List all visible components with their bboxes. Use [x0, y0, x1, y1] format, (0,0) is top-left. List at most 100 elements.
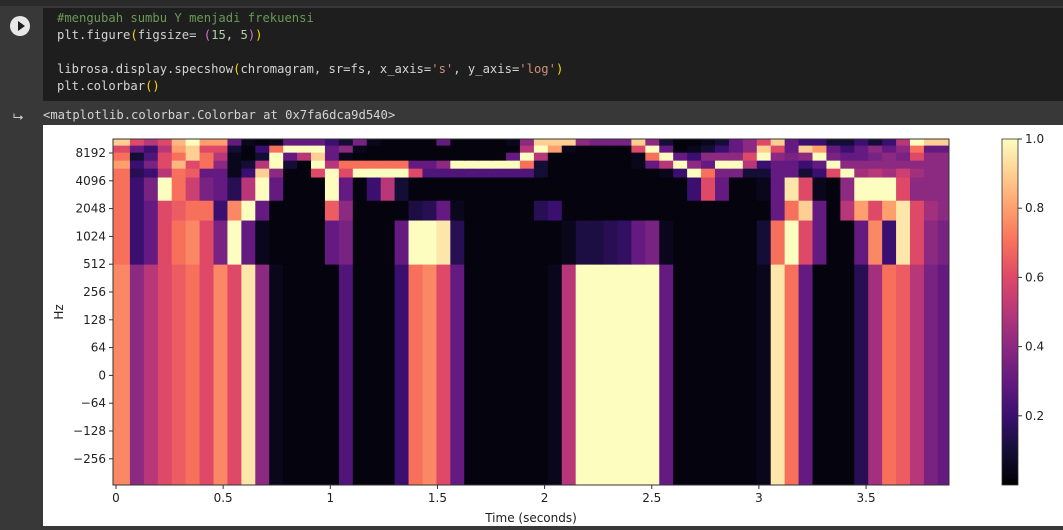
heatmap-cell — [311, 160, 326, 169]
heatmap-cell — [113, 139, 131, 146]
heatmap-cell — [213, 160, 229, 169]
heatmap-cell — [283, 176, 298, 201]
heatmap-cell — [840, 145, 855, 153]
heatmap-cell — [659, 200, 674, 221]
heatmap-cell — [269, 152, 284, 161]
heatmap-cell — [157, 139, 173, 146]
heatmap-cell — [241, 219, 256, 265]
heatmap-cell — [756, 264, 772, 485]
heatmap-cell — [464, 219, 479, 265]
heatmap-cell — [937, 152, 949, 161]
heatmap-cell — [311, 152, 326, 161]
heatmap-cell — [784, 264, 800, 485]
heatmap-cell — [366, 176, 382, 201]
heatmap-cell — [478, 152, 493, 161]
heatmap-cell — [854, 176, 869, 201]
code-cell[interactable]: #mengubah sumbu Y menjadi frekuensi plt.f… — [0, 6, 1063, 102]
heatmap-cell — [297, 264, 312, 485]
heatmap-cell — [506, 139, 521, 146]
plot-frame — [112, 138, 950, 486]
heatmap-cell — [826, 200, 841, 221]
heatmap-cell — [756, 200, 772, 221]
heatmap-cell — [199, 145, 215, 153]
code-token: 5 — [240, 28, 248, 42]
heatmap-cell — [338, 145, 354, 153]
heatmap-cell — [798, 219, 814, 265]
heatmap-cell — [422, 152, 437, 161]
heatmap-cell — [227, 264, 242, 485]
heatmap-cell — [394, 145, 410, 153]
code-editor[interactable]: #mengubah sumbu Y menjadi frekuensi plt.f… — [43, 8, 1063, 101]
heatmap-cell — [478, 219, 493, 265]
heatmap-cell — [631, 200, 646, 221]
heatmap-cell — [157, 176, 173, 201]
heatmap-cell — [728, 219, 744, 265]
heatmap-cell — [213, 139, 229, 146]
heatmap-cell — [728, 139, 744, 146]
heatmap-cell — [673, 160, 688, 169]
heatmap-cell — [311, 168, 326, 178]
heatmap-cell — [561, 168, 577, 178]
heatmap-cell — [492, 176, 507, 201]
heatmap-cell — [185, 264, 201, 485]
heatmap-cell — [283, 152, 298, 161]
heatmap-cell — [617, 219, 633, 265]
heatmap-cell — [283, 200, 298, 221]
heatmap-cell — [450, 264, 465, 485]
heatmap-cell — [506, 219, 521, 265]
heatmap-cell — [185, 219, 201, 265]
heatmap-cell — [408, 168, 424, 178]
heatmap-cell — [143, 152, 159, 161]
heatmap-cell — [297, 176, 312, 201]
heatmap-cell — [617, 139, 633, 146]
heatmap-cell — [645, 152, 660, 161]
heatmap-cell — [352, 264, 368, 485]
heatmap-cell — [909, 264, 925, 485]
heatmap-cell — [143, 200, 159, 221]
heatmap-cell — [701, 200, 716, 221]
heatmap-cell — [798, 139, 814, 146]
heatmap-cell — [603, 152, 619, 161]
heatmap-cell — [269, 145, 284, 153]
heatmap-cell — [519, 152, 535, 161]
heatmap-cell — [923, 200, 939, 221]
code-token: #mengubah sumbu Y menjadi frekuensi — [57, 11, 314, 25]
heatmap-cell — [854, 152, 869, 161]
heatmap-cell — [617, 152, 633, 161]
colorbar-tick-label: 0.2 — [1025, 409, 1044, 423]
heatmap-cell — [617, 145, 633, 153]
output-redirect-icon[interactable]: ⮡ — [13, 110, 24, 125]
run-cell-button[interactable] — [10, 16, 30, 36]
heatmap-cell — [283, 145, 298, 153]
heatmap-cell — [742, 264, 758, 485]
heatmap-cell — [603, 219, 619, 265]
heatmap-cell — [283, 168, 298, 178]
heatmap-cell — [143, 139, 159, 146]
colorbar-tick-label: 0.4 — [1025, 340, 1044, 354]
heatmap-cell — [408, 152, 424, 161]
heatmap-cell — [297, 160, 312, 169]
heatmap-cell — [923, 160, 939, 169]
heatmap-cell — [784, 168, 800, 178]
heatmap-cell — [714, 145, 730, 153]
heatmap-cell — [352, 168, 368, 178]
heatmap-cell — [589, 219, 605, 265]
heatmap-cell — [770, 160, 786, 169]
y-axis-label: Hz — [52, 304, 66, 319]
code-token: plt.figure — [57, 28, 131, 42]
heatmap-cell — [241, 176, 256, 201]
heatmap-cell — [673, 264, 688, 485]
heatmap-cell — [185, 139, 201, 146]
heatmap-cell — [687, 145, 702, 153]
heatmap-cell — [575, 160, 591, 169]
heatmap-cell — [171, 145, 187, 153]
heatmap-cell — [464, 152, 479, 161]
heatmap-cell — [659, 152, 674, 161]
heatmap-cell — [896, 200, 911, 221]
heatmap-cell — [171, 176, 187, 201]
heatmap-cell — [798, 145, 814, 153]
heatmap-cell — [269, 219, 284, 265]
heatmap-cell — [269, 176, 284, 201]
heatmap-cell — [575, 176, 591, 201]
heatmap-cell — [589, 200, 605, 221]
